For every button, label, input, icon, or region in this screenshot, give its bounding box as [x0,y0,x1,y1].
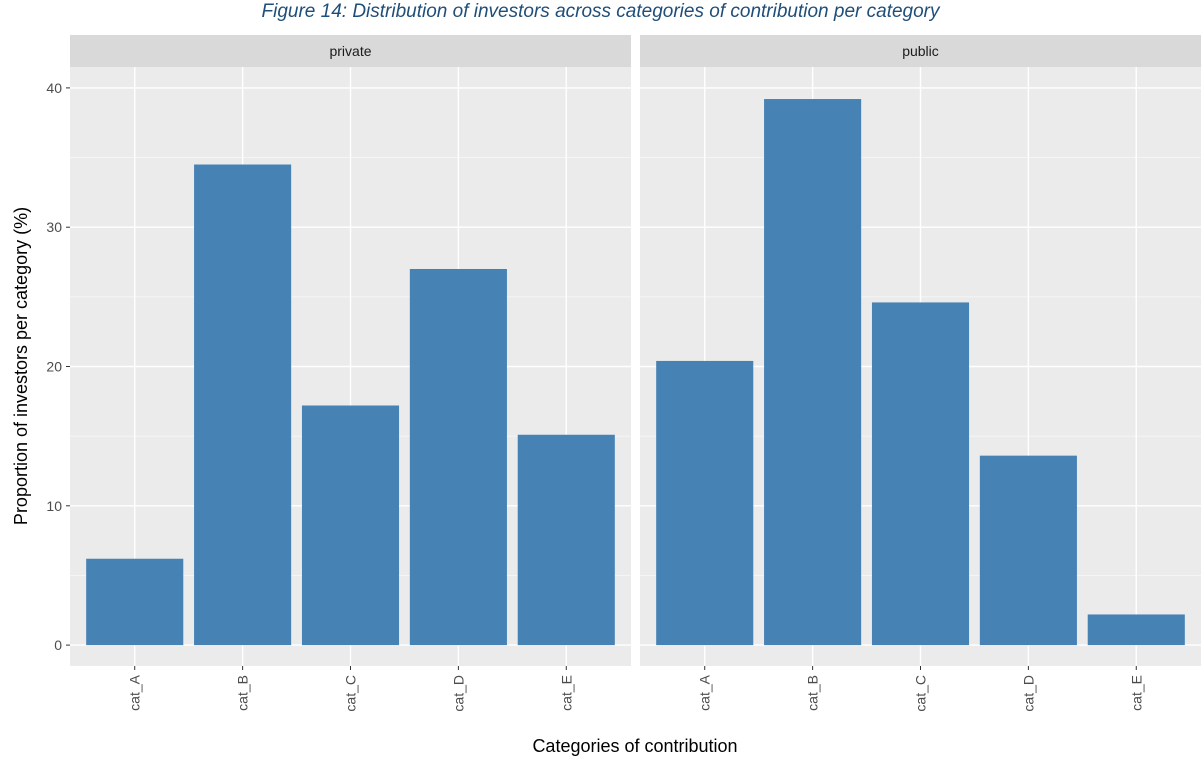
facet-label-public: public [902,43,939,59]
y-axis-title: Proportion of investors per category (%) [11,207,31,525]
facet-strip [640,35,1201,67]
x-tick-label: cat_E [558,675,574,711]
y-tick-label: 20 [46,359,62,375]
x-tick-label: cat_D [450,675,466,712]
x-tick-label: cat_A [697,674,713,710]
bar-private-cat_C [301,405,400,646]
x-tick-label: cat_A [127,674,143,710]
bar-public-cat_A [656,360,754,646]
bar-private-cat_D [409,268,507,646]
x-tick-label: cat_E [1128,675,1144,711]
y-tick-label: 30 [46,219,62,235]
x-tick-label: cat_B [805,675,821,711]
bar-private-cat_A [86,558,184,646]
bar-public-cat_D [979,455,1077,646]
bar-private-cat_E [517,434,615,646]
y-tick-label: 0 [54,637,62,653]
y-tick-label: 40 [46,80,62,96]
figure-caption: Figure 14: Distribution of investors acr… [261,1,940,22]
x-tick-label: cat_C [913,675,929,712]
bar-private-cat_B [194,164,292,646]
x-tick-label: cat_D [1020,675,1036,712]
y-tick-label: 10 [46,498,62,514]
bar-public-cat_C [871,302,970,646]
x-tick-label: cat_B [235,675,251,711]
facet-label-private: private [329,43,371,59]
x-tick-label: cat_C [343,675,359,712]
bar-public-cat_B [764,99,862,646]
bar-public-cat_E [1087,614,1185,646]
facet-strip [70,35,631,67]
x-axis-title: Categories of contribution [532,736,737,756]
